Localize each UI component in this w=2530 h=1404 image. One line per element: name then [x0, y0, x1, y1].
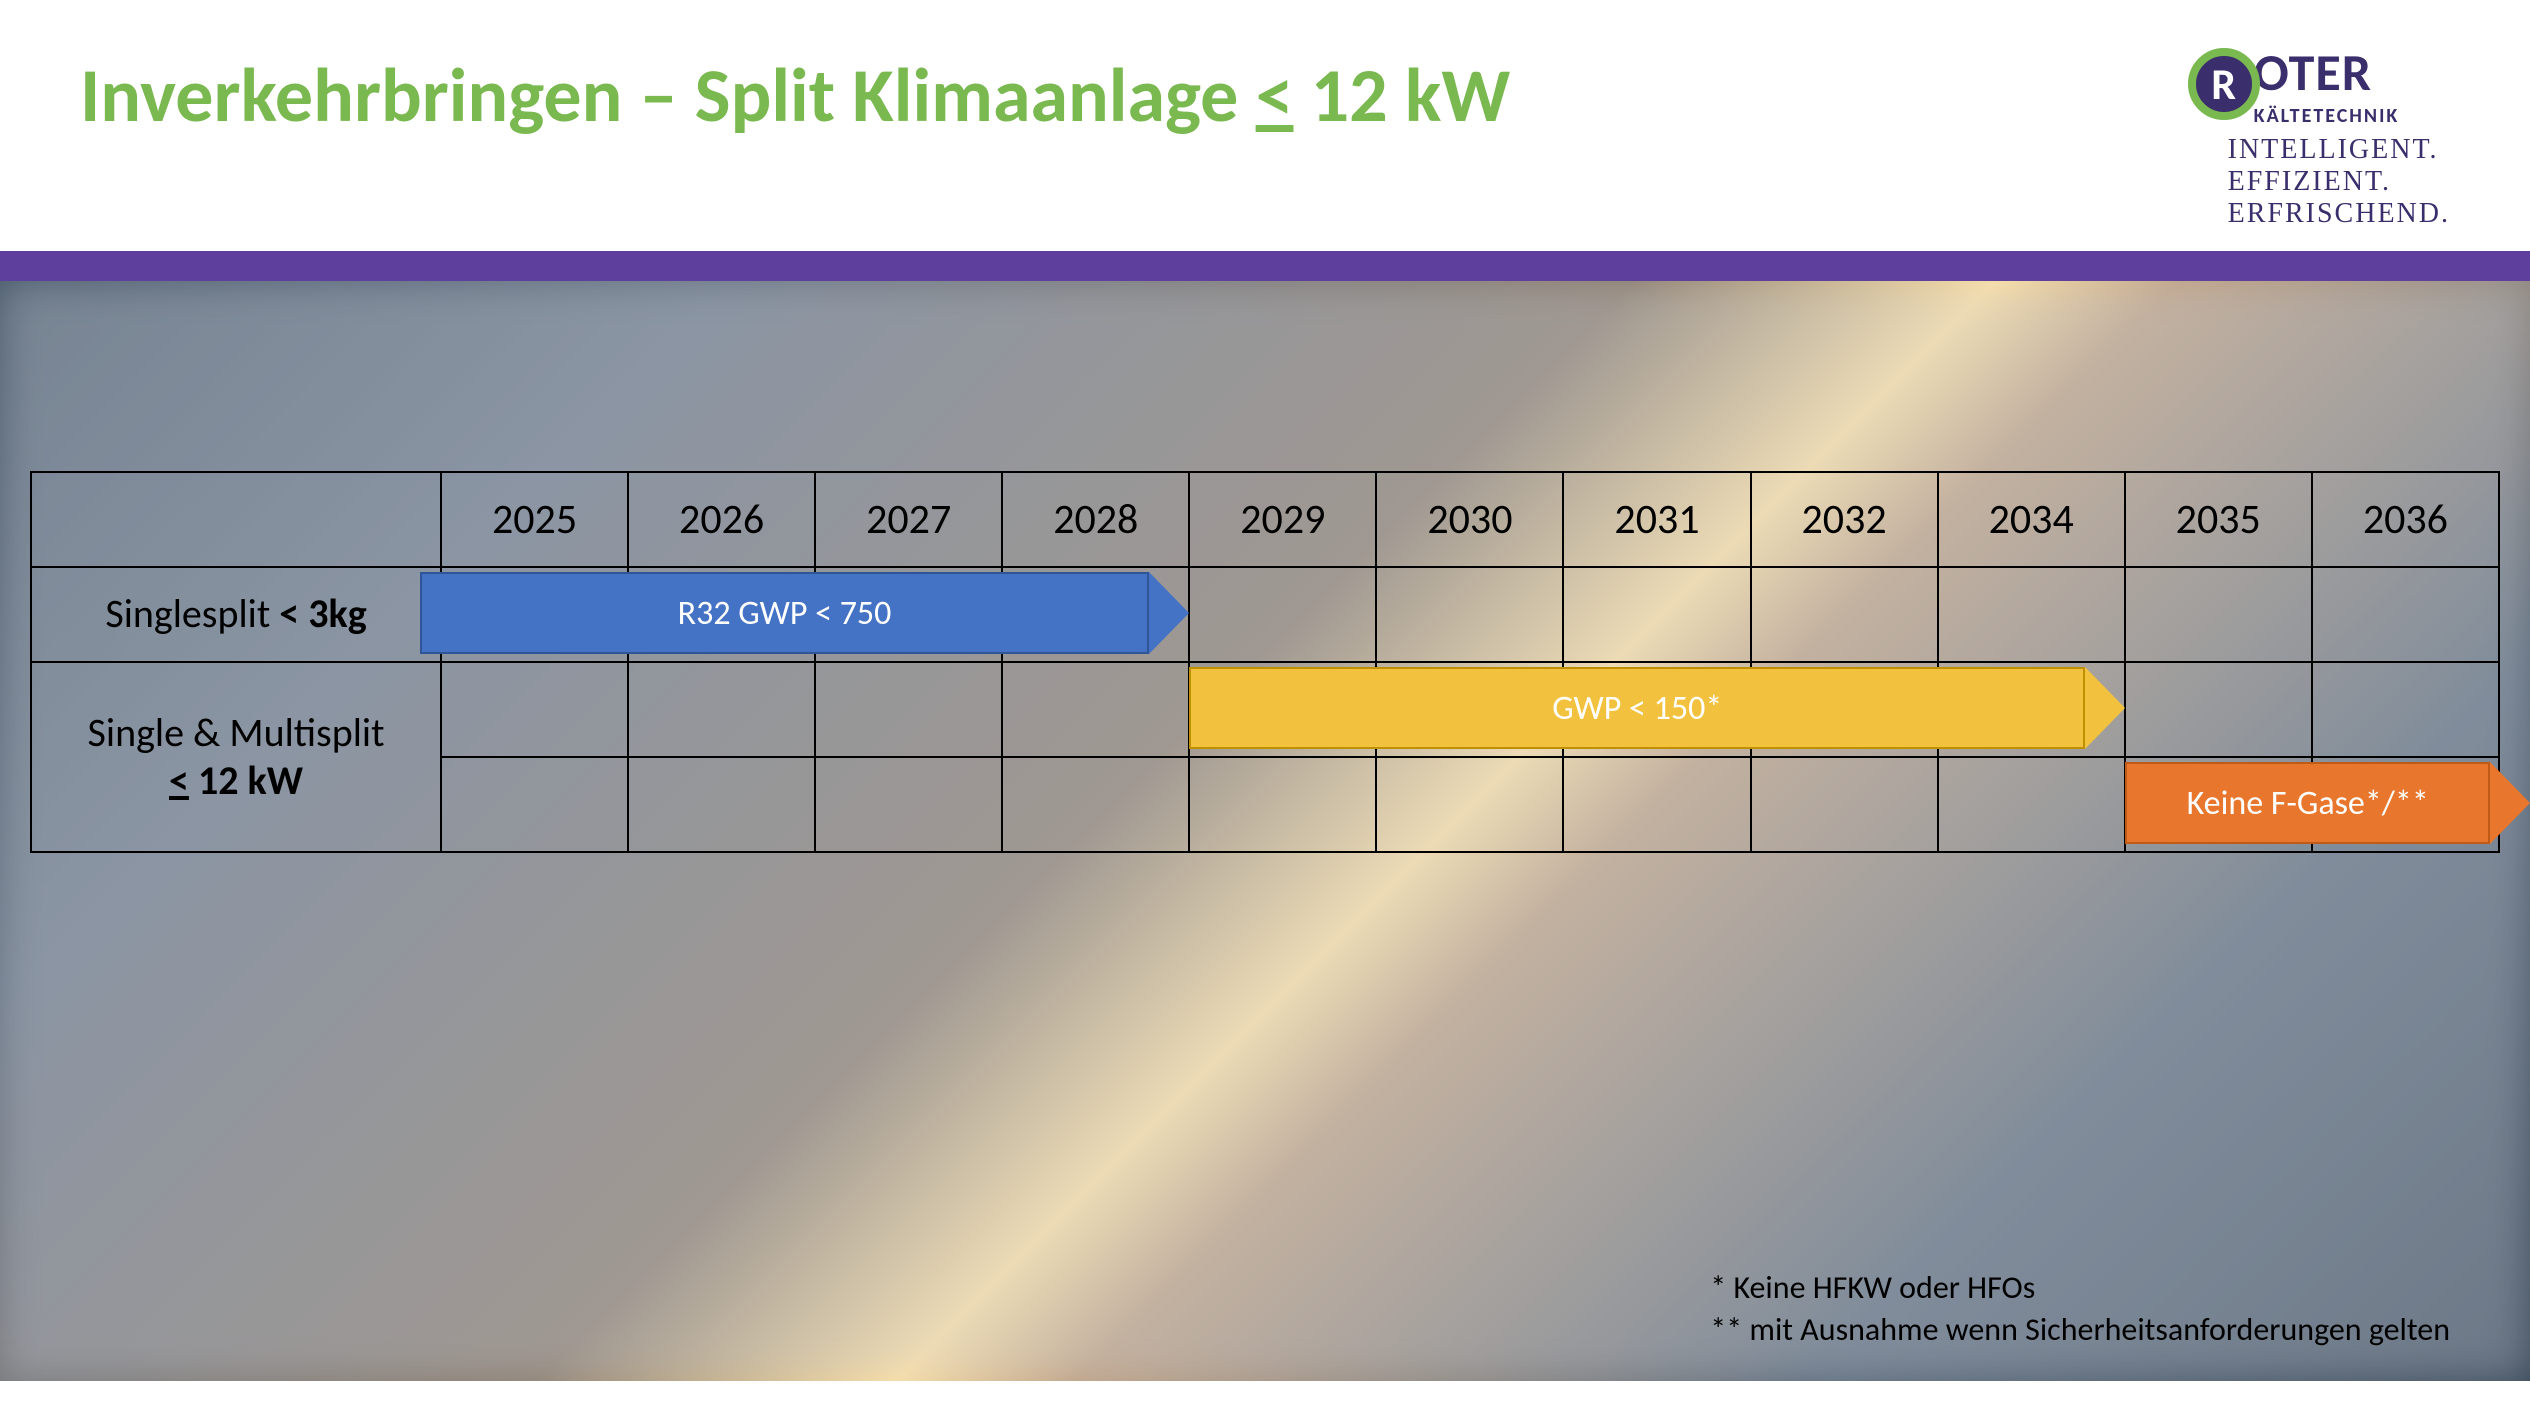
corner-cell [31, 472, 441, 567]
year-2030: 2030 [1376, 472, 1563, 567]
header: Inverkehrbringen – Split Klimaanlage < 1… [0, 0, 2530, 251]
logo-tagline: INTELLIGENT. EFFIZIENT. ERFRISCHEND. [2188, 134, 2450, 231]
row-singlesplit: Singlesplit < 3kg [31, 567, 2499, 662]
row1-bold: < 3kg [279, 589, 366, 638]
title-pre: Inverkehrbringen – Split Klimaanlage [80, 50, 1256, 142]
year-2026: 2026 [628, 472, 815, 567]
row2-under: < [169, 756, 189, 805]
year-2035: 2035 [2125, 472, 2312, 567]
title-post: 12 kW [1293, 50, 1510, 142]
content-area: 2025 2026 2027 2028 2029 2030 2031 2032 … [0, 281, 2530, 1381]
footnote-2: ** mit Ausnahme wenn Sicherheitsanforder… [1710, 1309, 2450, 1351]
year-2032: 2032 [1751, 472, 1938, 567]
row2-post: 12 kW [189, 756, 303, 805]
year-2025: 2025 [441, 472, 628, 567]
row-label-multisplit: Single & Multisplit < 12 kW [31, 662, 441, 852]
year-2036: 2036 [2312, 472, 2499, 567]
tagline-3: ERFRISCHEND. [2228, 198, 2450, 230]
purple-bar [0, 251, 2530, 281]
footnote-1: * Keine HFKW oder HFOs [1710, 1267, 2450, 1309]
tagline-2: EFFIZIENT. [2228, 166, 2450, 198]
year-2034: 2034 [1938, 472, 2125, 567]
row-label-singlesplit: Singlesplit < 3kg [31, 567, 441, 662]
page-title: Inverkehrbringen – Split Klimaanlage < 1… [80, 40, 1510, 142]
row2-line1: Single & Multisplit [52, 709, 420, 757]
row1-pre: Singlesplit [105, 589, 279, 638]
year-2031: 2031 [1563, 472, 1750, 567]
year-2027: 2027 [815, 472, 1002, 567]
logo: R OTER KÄLTETECHNIK INTELLIGENT. EFFIZIE… [2188, 40, 2470, 231]
tagline-1: INTELLIGENT. [2228, 134, 2450, 166]
logo-mark-icon: R [2188, 48, 2260, 120]
logo-word: OTER [2254, 40, 2400, 104]
year-2029: 2029 [1189, 472, 1376, 567]
footnotes: * Keine HFKW oder HFOs ** mit Ausnahme w… [1710, 1267, 2450, 1350]
year-2028: 2028 [1002, 472, 1189, 567]
logo-sub: KÄLTETECHNIK [2254, 104, 2400, 128]
timeline-table-wrap: 2025 2026 2027 2028 2029 2030 2031 2032 … [30, 471, 2500, 853]
row-multisplit-a: Single & Multisplit < 12 kW [31, 662, 2499, 757]
timeline-table: 2025 2026 2027 2028 2029 2030 2031 2032 … [30, 471, 2500, 853]
title-underline: < [1256, 50, 1294, 142]
header-row: 2025 2026 2027 2028 2029 2030 2031 2032 … [31, 472, 2499, 567]
